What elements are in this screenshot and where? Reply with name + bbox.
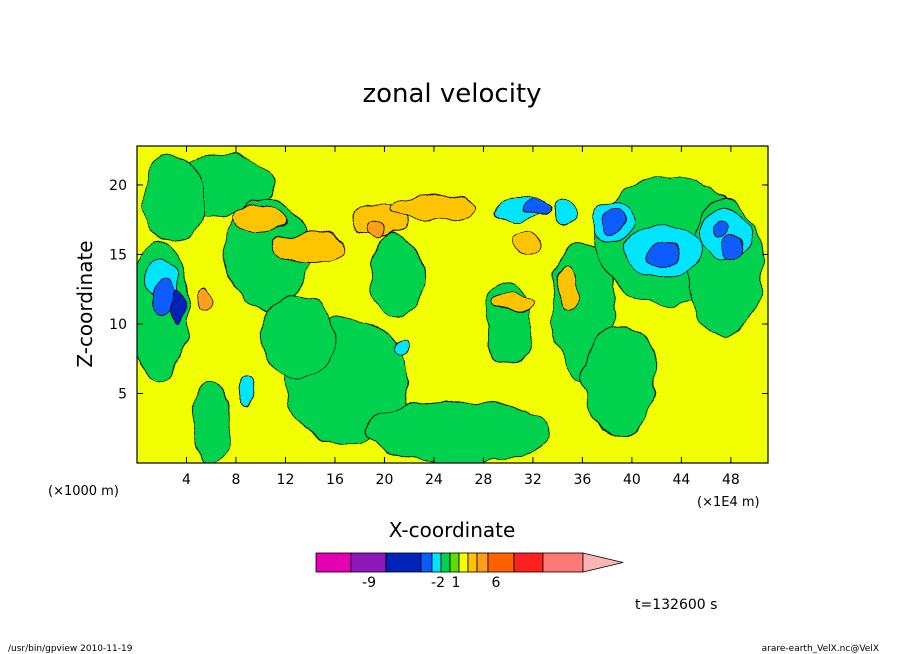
x-tick-label: 28	[475, 472, 493, 488]
contour-region-green	[142, 156, 206, 241]
contour-region-green	[582, 323, 658, 436]
y-axis-label: Z-coordinate	[73, 240, 97, 367]
legend-swatch	[458, 552, 469, 573]
y-axis: 5 10 15 20	[109, 178, 768, 402]
legend-swatch	[431, 552, 442, 573]
x-tick-label: 44	[672, 472, 690, 488]
x-tick-label: 8	[232, 472, 241, 488]
x-tick-label: 24	[425, 472, 443, 488]
x-unit-left: (×1000 m)	[48, 484, 119, 499]
legend-swatch	[467, 552, 478, 573]
legend-swatch	[449, 552, 460, 573]
plot-area	[136, 145, 769, 464]
x-tick-label: 4	[182, 472, 191, 488]
contour-region-green	[485, 281, 531, 367]
contour-region-cyan	[396, 340, 410, 358]
time-label: t=132600 s	[635, 597, 717, 613]
contour-region-orange-light	[557, 267, 578, 311]
x-tick-label: 32	[524, 472, 542, 488]
contour-region-green	[365, 401, 552, 463]
contour-region-orange-light	[233, 205, 289, 234]
x-axis-label: X-coordinate	[389, 518, 516, 542]
legend-tick-label: 1	[452, 575, 461, 591]
contour-region-orange	[197, 287, 213, 311]
footer-left: /usr/bin/gpview 2010-11-19	[8, 644, 133, 654]
legend-swatch	[440, 552, 451, 573]
chart-title: zonal velocity	[362, 79, 541, 109]
legend-tick-label: -9	[362, 575, 376, 591]
y-tick-label: 10	[109, 317, 127, 333]
contour-region-blue-mid	[603, 206, 624, 239]
y-tick-label: 5	[118, 386, 127, 402]
y-tick-label: 20	[109, 178, 127, 194]
plot-frame	[136, 145, 769, 464]
contour-region-blue-mid	[713, 220, 732, 239]
legend-tick-labels: -9 -2 1 6	[362, 575, 501, 591]
x-tick-label: 48	[722, 472, 740, 488]
x-tick-label: 36	[573, 472, 591, 488]
x-tick-label: 12	[277, 472, 295, 488]
legend-arrow	[582, 552, 624, 573]
legend-swatch	[315, 552, 352, 573]
x-axis: 4 8 12 16 20 24 28 32 36 40 44 48	[182, 146, 740, 488]
x-tick-label: 20	[376, 472, 394, 488]
legend-swatch	[476, 552, 489, 573]
contour-region-green	[369, 233, 425, 318]
legend-tick-label: 6	[492, 575, 501, 591]
contour-region-cyan	[238, 376, 254, 411]
contour-region-green	[192, 379, 231, 463]
contour-region-orange-light	[272, 230, 348, 265]
color-legend	[315, 552, 624, 573]
x-unit-right: (×1E4 m)	[697, 495, 760, 510]
legend-swatch	[513, 552, 544, 573]
footer-right: arare-earth_VelX.nc@VelX	[762, 644, 879, 654]
contour-region-cyan	[553, 199, 575, 226]
contour-region-orange-light	[511, 233, 542, 254]
legend-swatch	[420, 552, 433, 573]
contour-region-orange-light	[495, 294, 534, 312]
x-tick-label: 16	[326, 472, 344, 488]
contour-region-blue-mid	[646, 241, 680, 268]
contour-region-orange	[365, 219, 387, 240]
contour-fields	[137, 153, 763, 463]
legend-swatch	[487, 552, 515, 573]
contour-region-blue-mid	[521, 199, 552, 218]
y-tick-label: 15	[109, 247, 127, 263]
contour-region-blue-mid	[723, 235, 744, 260]
contour-region-green	[260, 295, 336, 380]
x-tick-label: 40	[623, 472, 641, 488]
legend-swatch	[350, 552, 387, 573]
legend-swatch	[542, 552, 584, 573]
legend-swatch	[385, 552, 422, 573]
contour-region-blue-dark	[170, 287, 186, 325]
legend-tick-label: -2	[431, 575, 445, 591]
contour-region-orange-light	[390, 195, 478, 222]
